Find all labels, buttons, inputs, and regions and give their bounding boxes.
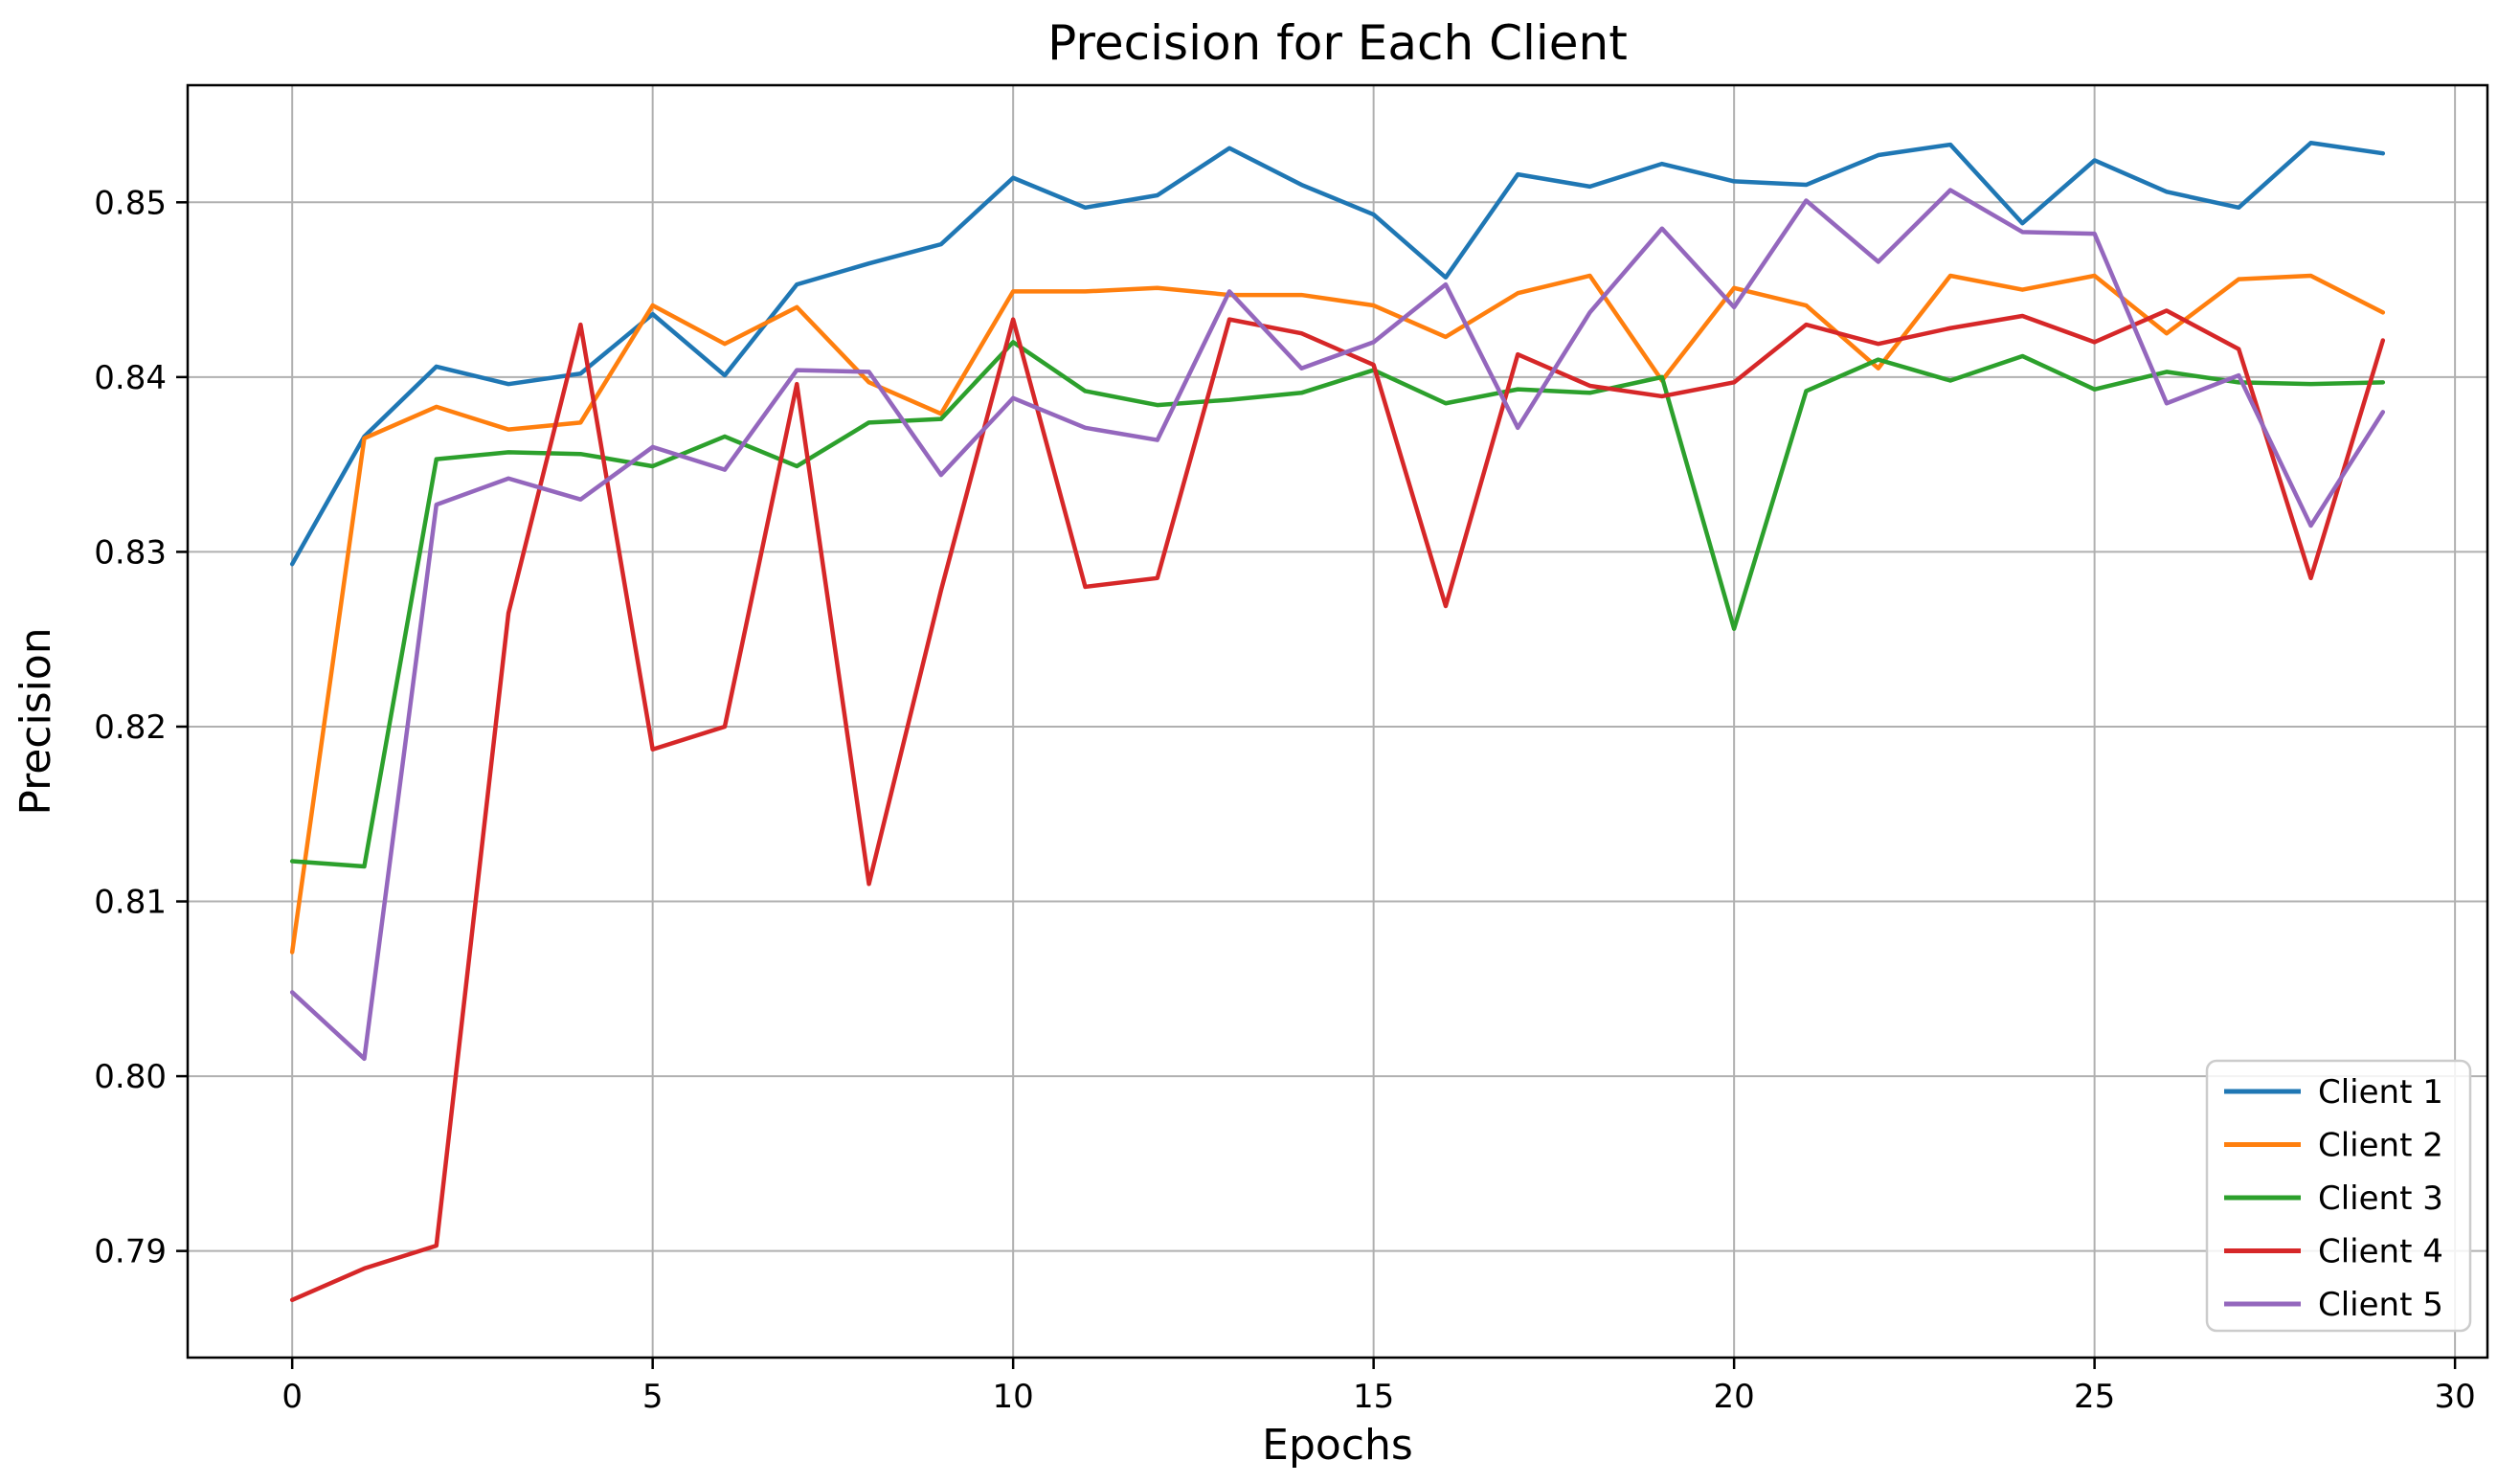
series-line-client-4 [289,308,2386,1303]
series-line-client-3 [289,340,2386,869]
legend-label: Client 1 [2318,1073,2443,1112]
y-tick-label: 0.83 [94,533,167,572]
legend-label: Client 5 [2318,1286,2443,1324]
legend-label: Client 2 [2318,1127,2443,1165]
legend-entry-client-3: Client 3 [2224,1180,2443,1218]
x-tick-label: 25 [2074,1378,2115,1416]
x-tick-label: 15 [1353,1378,1394,1416]
x-tick-label: 0 [281,1378,303,1416]
x-tick-label: 5 [642,1378,664,1416]
y-tick-label: 0.81 [94,884,167,922]
legend-label: Client 3 [2318,1180,2443,1218]
axes-spines [186,83,2489,1359]
x-tick-label: 10 [993,1378,1034,1416]
legend-entry-client-2: Client 2 [2224,1127,2443,1165]
y-tick-label: 0.82 [94,708,167,747]
legend-label: Client 4 [2318,1233,2443,1271]
series-line-client-5 [289,188,2386,1062]
legend-box [2205,1059,2472,1333]
legend: Client 1 Client 2 Client 3 Client 4 Client 5 [2205,1059,2472,1333]
axis-ticks: 0 5 10 15 20 25 30 0.79 0.80 0.81 0.82 0.83 0.84 0.85 [94,184,2475,1416]
x-tick-label: 20 [1714,1378,1755,1416]
series-line-client-2 [289,273,2386,955]
data-series-lines [289,140,2386,1303]
legend-entry-client-5: Client 5 [2224,1286,2443,1324]
y-tick-label: 0.85 [94,184,167,222]
y-tick-label: 0.84 [94,359,167,397]
gridlines [188,85,2487,1358]
x-tick-label: 30 [2434,1378,2475,1416]
y-tick-label: 0.80 [94,1058,167,1096]
y-tick-label: 0.79 [94,1233,167,1271]
chart-title: Precision for Each Client [1047,15,1628,71]
legend-entry-client-1: Client 1 [2224,1073,2443,1112]
y-axis-label: Precision [11,627,60,815]
x-axis-label: Epochs [1262,1421,1413,1470]
legend-entry-client-4: Client 4 [2224,1233,2443,1271]
plot-border [186,83,2489,1359]
